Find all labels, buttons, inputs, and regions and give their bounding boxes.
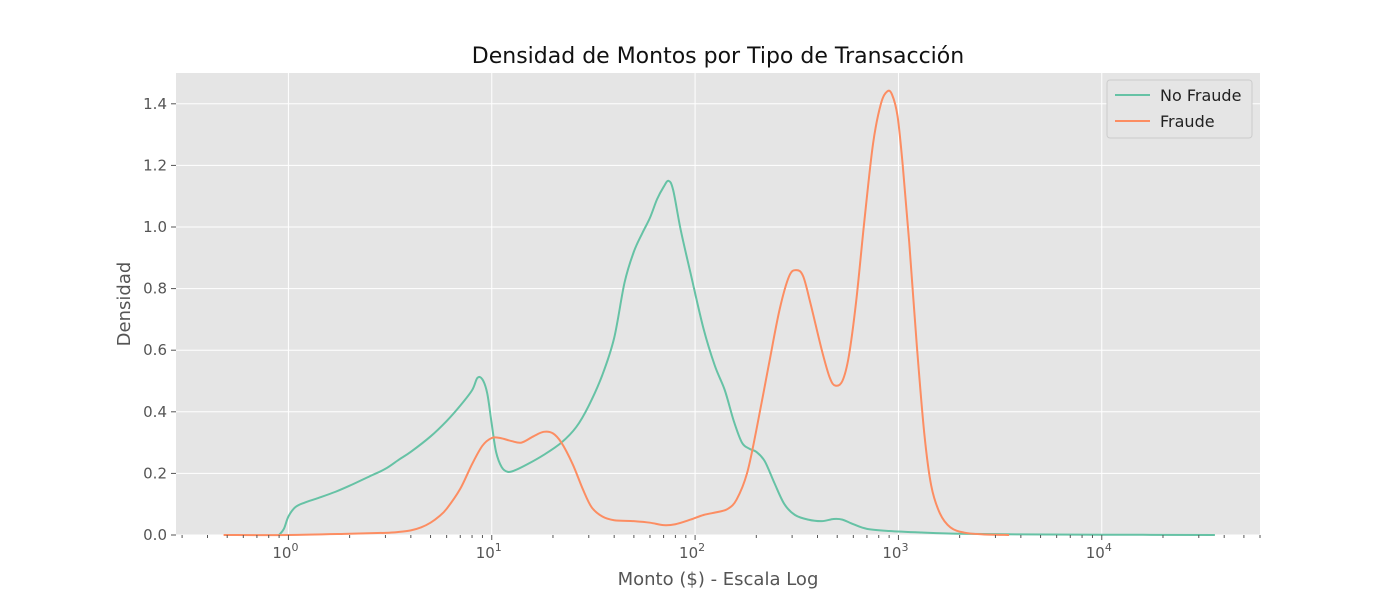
- x-tick-base: 10: [882, 544, 901, 562]
- x-tick-base: 10: [679, 544, 698, 562]
- series-line-fraude: [223, 89, 1010, 537]
- y-tick-label: 1.2: [143, 156, 167, 174]
- plot-area: [176, 73, 1260, 535]
- x-axis-title: Monto ($) - Escala Log: [618, 569, 819, 590]
- x-tick-base: 10: [476, 544, 495, 562]
- x-tick-label: 100: [272, 541, 298, 562]
- y-tick-label: 0.8: [143, 280, 167, 298]
- x-tick-label: 103: [882, 541, 908, 562]
- x-tick-label: 101: [476, 541, 502, 562]
- y-tick-label: 1.4: [143, 95, 167, 113]
- x-tick-exponent: 0: [291, 541, 298, 554]
- y-tick-label: 1.0: [143, 218, 167, 236]
- series-layer: [223, 89, 1215, 537]
- legend: No Fraude Fraude: [1106, 79, 1253, 139]
- y-tick-label: 0.0: [143, 526, 167, 544]
- x-tick-base: 10: [272, 544, 291, 562]
- grid: [176, 73, 1260, 536]
- y-tick-label: 0.2: [143, 464, 167, 482]
- legend-label-fraude: Fraude: [1160, 112, 1215, 131]
- x-tick-exponent: 2: [698, 541, 705, 554]
- x-tick-label: 102: [679, 541, 705, 562]
- x-tick-exponent: 1: [495, 541, 502, 554]
- y-tick-label: 0.6: [143, 341, 167, 359]
- x-tick-label: 104: [1086, 541, 1112, 562]
- x-tick-exponent: 3: [901, 541, 908, 554]
- x-tick-exponent: 4: [1105, 541, 1112, 554]
- x-tick-base: 10: [1086, 544, 1105, 562]
- y-tick-label: 0.4: [143, 403, 167, 421]
- y-axis: 0.0 0.2 0.4 0.6 0.8 1.0 1.2 1.4: [143, 95, 176, 544]
- legend-label-no-fraude: No Fraude: [1160, 86, 1241, 105]
- chart-title: Densidad de Montos por Tipo de Transacci…: [472, 44, 964, 69]
- x-axis: 100 101 102 103 104: [181, 535, 1261, 562]
- y-axis-title: Densidad: [114, 262, 135, 347]
- series-line-no-fraude: [278, 179, 1215, 536]
